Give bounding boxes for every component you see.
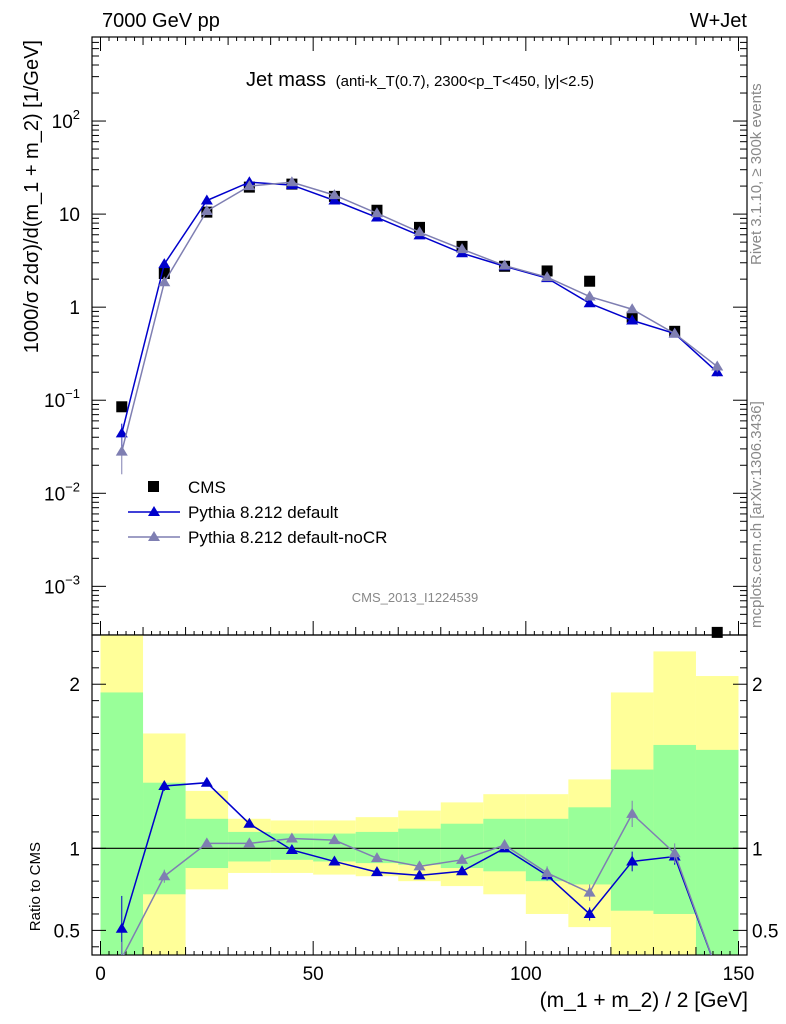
rivet-label: Rivet 3.1.10, ≥ 300k events [748,83,765,265]
ratio-data-point [243,817,256,828]
ratio-data-point [626,855,639,866]
title-main: Jet mass [246,69,326,91]
ratio-data-point [158,870,171,881]
title-sub: (anti-k_T(0.7), 2300<p_T<450, |y|<2.5) [336,73,594,90]
mc-data-point [583,290,596,301]
mc-data-point [498,259,511,270]
ratio-series-nocr [121,800,713,955]
ratio-data-point [668,847,681,858]
legend-nocr-label: Pythia 8.212 default-noCR [188,528,387,547]
legend: CMS Pythia 8.212 default Pythia 8.212 de… [128,478,387,547]
ratio-data-point [456,853,469,864]
mc-data-point [668,327,681,338]
ratio-data-point [370,866,383,877]
x-tick-label: 0 [95,964,106,985]
legend-nocr-marker [148,531,160,541]
x-tick-label: 50 [303,964,324,985]
header-left: 7000 GeV pp [102,10,220,32]
mcplots-label: mcplots.cern.ch [arXiv:1306.3436] [748,401,765,628]
cms-data-point [158,267,170,279]
ratio-data-point [541,866,554,877]
y-tick-label: 1 [69,298,80,319]
header-right: W+Jet [690,10,748,32]
mc-data-point [626,303,639,314]
mc-data-point [200,204,213,215]
mc-data-point [158,276,171,287]
mc-data-point [370,207,383,218]
mc-data-point [115,427,128,438]
cms-data-point [711,626,723,638]
cms-data-point [116,401,128,413]
mc-data-point [541,271,554,282]
ratio-data-point [285,832,298,843]
ratio-data-point [626,807,639,818]
legend-default-marker [148,506,160,516]
ratio-plot: 0 50 100 150 0.5 0.5 1 1 2 2 [54,37,778,985]
green-band-bin [695,749,739,955]
mc-data-point [115,445,128,456]
ratio-data-point [456,865,469,876]
ratio-data-point [285,843,298,854]
ratio-data-point [158,779,171,790]
x-tick-label: 150 [723,964,755,985]
mc-data-point [456,243,469,254]
ratio-data-point [370,852,383,863]
mc-data-point [158,258,171,269]
y-tick-label: 10−2 [44,479,80,505]
mc-data-point [413,226,426,237]
ratio-y-tick-label: 2 [69,675,80,696]
series-nocr [115,176,724,475]
ratio-y-tick-label-right: 2 [752,675,763,696]
green-band-bin [568,807,611,885]
y-tick-label: 10−1 [44,386,80,412]
ratio-y-tick-label-right: 0.5 [752,921,778,942]
y-tick-label: 10 [59,205,80,226]
main-ylabel: 1000/σ 2dσ)/d(m_1 + m_2) [1/GeV] [21,40,43,353]
cms-data-point [584,275,596,287]
main-title: Jet mass (anti-k_T(0.7), 2300<p_T<450, |… [246,69,594,91]
main-plot: 10−3 10−2 10−1 1 10 102 [44,36,748,638]
y-tick-label: 102 [52,107,80,133]
ratio-data-point [328,855,341,866]
green-band-bin [653,744,696,914]
ratio-bands [100,635,739,955]
mc-data-point [243,180,256,191]
mc-data-point [626,314,639,325]
ratio-data-point [200,837,213,848]
green-band-bin [398,828,441,865]
ratio-data-point [115,922,128,933]
x-tick-label: 100 [510,964,542,985]
mc-data-point [328,194,341,205]
y-tick-label: 10−3 [44,572,80,598]
ratio-y-tick-label: 1 [69,839,80,860]
watermark: CMS_2013_I1224539 [352,590,479,605]
legend-cms-label: CMS [188,478,226,497]
xlabel: (m_1 + m_2) / 2 [GeV] [540,989,748,1012]
mc-data-point [328,189,341,200]
ratio-data-point [328,834,341,845]
x-ticks [100,37,739,955]
legend-cms-marker [148,481,159,492]
mc-data-point [285,176,298,187]
cms-data-point [541,265,553,277]
main-y-ticks [92,36,747,636]
ratio-ylabel: Ratio to CMS [27,842,44,931]
ratio-data-point [583,907,596,918]
ratio-y-tick-label-right: 1 [752,839,763,860]
ratio-y-ticks [92,650,747,948]
mc-data-point [200,194,213,205]
ratio-data-point [413,869,426,880]
mc-data-point [583,297,596,308]
ratio-y-tick-label: 0.5 [54,921,80,942]
series-cms [116,178,723,638]
mc-data-point [711,360,724,371]
ratio-data-point [583,886,596,897]
ratio-data-point [200,776,213,787]
ratio-data-point [243,837,256,848]
legend-default-label: Pythia 8.212 default [188,503,339,522]
ratio-frame [91,634,748,956]
ratio-data-point [413,860,426,871]
ratio-data-point [498,839,511,850]
